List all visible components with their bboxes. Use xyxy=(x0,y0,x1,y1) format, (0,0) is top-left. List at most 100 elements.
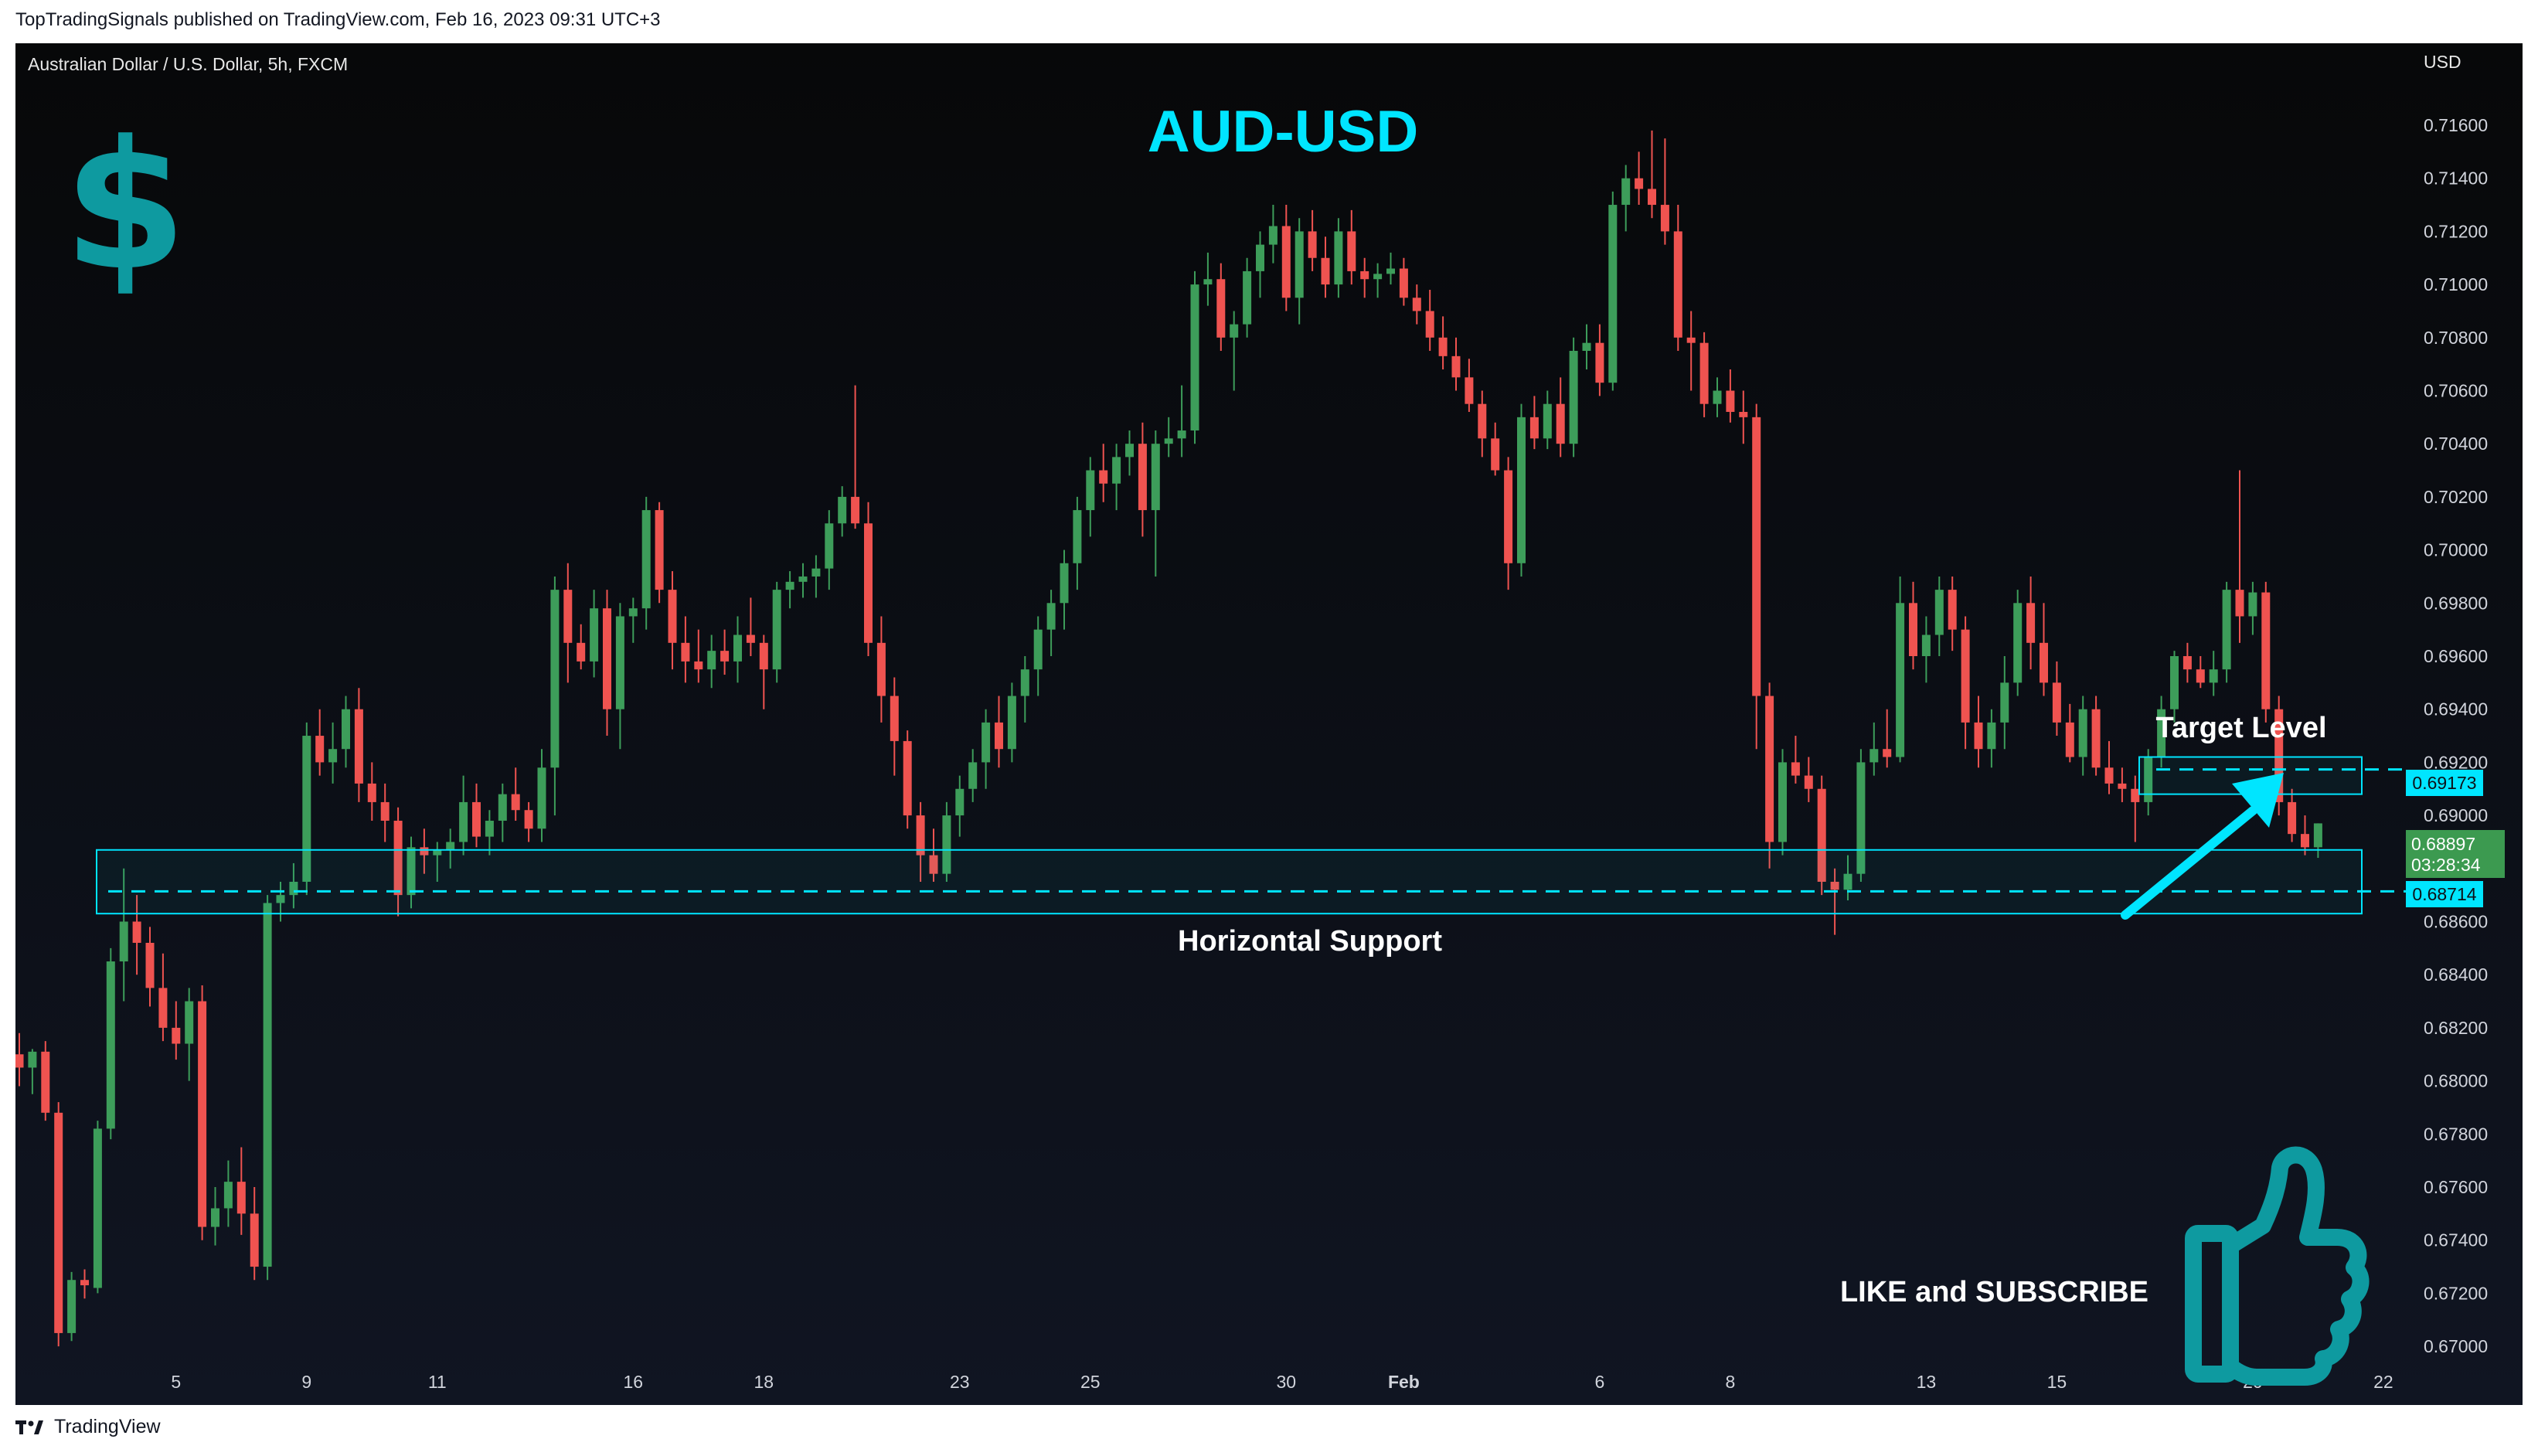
candle-body xyxy=(1791,762,1800,776)
candle-body xyxy=(407,847,416,896)
candle-body xyxy=(1921,634,1931,656)
price-axis[interactable]: 0.71600 0.71400 0.71200 0.71000 0.70800 0.706… xyxy=(2424,115,2488,1356)
candle-body xyxy=(380,801,390,821)
time-tick-label: 13 xyxy=(1917,1372,1937,1392)
candle-body xyxy=(223,1182,233,1209)
candle-body xyxy=(628,608,638,617)
candle-body xyxy=(2222,590,2231,670)
candle-body xyxy=(1608,205,1618,383)
price-tick-label: 0.67800 xyxy=(2424,1124,2488,1144)
candle-body xyxy=(772,590,781,670)
candle-body xyxy=(1438,337,1448,356)
candle-body xyxy=(1360,270,1369,280)
candle-body xyxy=(393,820,403,896)
candle-body xyxy=(2065,722,2074,757)
candle-body xyxy=(106,961,115,1129)
candle-body xyxy=(1086,470,1095,511)
candle-body xyxy=(982,722,991,763)
candle-body xyxy=(603,608,611,709)
chart-frame[interactable]: 0.71600 0.71400 0.71200 0.71000 0.70800 0.706… xyxy=(15,43,2523,1405)
time-tick-label: 6 xyxy=(1595,1372,1605,1392)
candle-body xyxy=(694,661,703,670)
candle-body xyxy=(1412,298,1421,311)
candle-body xyxy=(1216,279,1226,338)
support-label: Horizontal Support xyxy=(1178,925,1442,958)
candle-body xyxy=(1883,749,1892,757)
countdown: 03:28:34 xyxy=(2411,855,2481,875)
candle-body xyxy=(615,616,624,709)
candle-body xyxy=(1138,444,1147,511)
candle-body xyxy=(1713,390,1722,404)
candle-body xyxy=(1699,342,1709,404)
candle-body xyxy=(1529,417,1539,439)
time-tick-label: 5 xyxy=(171,1372,181,1392)
candle-body xyxy=(916,815,925,856)
candle-body xyxy=(1465,377,1474,404)
candle-body xyxy=(1582,342,1591,351)
candle-body xyxy=(2131,788,2140,802)
candle-body xyxy=(1673,231,1682,338)
candle-body xyxy=(472,801,481,837)
chart-svg[interactable]: 0.71600 0.71400 0.71200 0.71000 0.70800 0.706… xyxy=(15,43,2523,1405)
target-arrow xyxy=(2121,773,2284,920)
candle-body xyxy=(1268,226,1278,245)
candle-body xyxy=(1451,355,1461,378)
cta-label: LIKE and SUBSCRIBE xyxy=(1840,1276,2148,1308)
svg-text:$: $ xyxy=(63,104,187,310)
price-tick-label: 0.69600 xyxy=(2424,646,2488,666)
candle-body xyxy=(1334,231,1343,285)
candle-body xyxy=(1660,205,1669,232)
candle-body xyxy=(1948,590,1957,630)
candle-body xyxy=(1556,403,1565,444)
candle-body xyxy=(1060,563,1069,604)
candle-body xyxy=(1373,274,1383,280)
candle-body xyxy=(1856,762,1866,874)
candle-body xyxy=(2209,669,2218,683)
candle-body xyxy=(1308,231,1317,258)
support-price-tag: 0.68714 xyxy=(2406,881,2483,907)
candle-body xyxy=(2288,801,2297,835)
candle-body xyxy=(668,590,677,643)
price-tick-label: 0.68600 xyxy=(2424,912,2488,932)
candle-body xyxy=(1478,403,1487,439)
candle-body xyxy=(1896,603,1905,757)
time-tick-label: 8 xyxy=(1726,1372,1736,1392)
price-tick-label: 0.69800 xyxy=(2424,593,2488,613)
candle-body xyxy=(420,847,429,856)
candle-body xyxy=(1635,178,1644,189)
candle-body xyxy=(2026,603,2036,643)
candle-body xyxy=(1843,873,1852,890)
candle-body xyxy=(825,523,834,569)
current-price-tag: 0.68897 03:28:34 xyxy=(2406,830,2505,878)
time-tick-label: 16 xyxy=(624,1372,644,1392)
candle-body xyxy=(524,810,533,829)
candle-body xyxy=(681,642,690,662)
candle-body xyxy=(563,590,573,643)
candle-body xyxy=(498,794,507,821)
candle-body xyxy=(28,1051,37,1068)
candle-body xyxy=(995,722,1003,750)
candle-body xyxy=(890,696,899,741)
candle-body xyxy=(1987,722,1996,750)
candle-body xyxy=(2013,603,2023,683)
candle-body xyxy=(537,767,546,829)
target-label: Target Level xyxy=(2155,712,2326,744)
price-tick-label: 0.68000 xyxy=(2424,1071,2488,1091)
price-tick-label: 0.71000 xyxy=(2424,274,2488,294)
candle-body xyxy=(1869,749,1879,763)
candle-body xyxy=(1399,268,1408,298)
candle-body xyxy=(1961,629,1970,723)
tradingview-logo-icon xyxy=(15,1420,43,1434)
candle-body xyxy=(1621,178,1631,206)
candle-body xyxy=(172,1027,181,1044)
candle-body xyxy=(250,1213,259,1267)
price-tick-label: 0.69400 xyxy=(2424,699,2488,719)
candle-body xyxy=(2170,656,2179,709)
candle-body xyxy=(198,1001,207,1227)
candle-body xyxy=(15,1054,24,1068)
candle-body xyxy=(93,1128,102,1288)
candle-body xyxy=(1256,244,1264,271)
price-tick-label: 0.71600 xyxy=(2424,115,2488,135)
candle-body xyxy=(1243,270,1252,325)
candle-body xyxy=(1517,417,1526,563)
